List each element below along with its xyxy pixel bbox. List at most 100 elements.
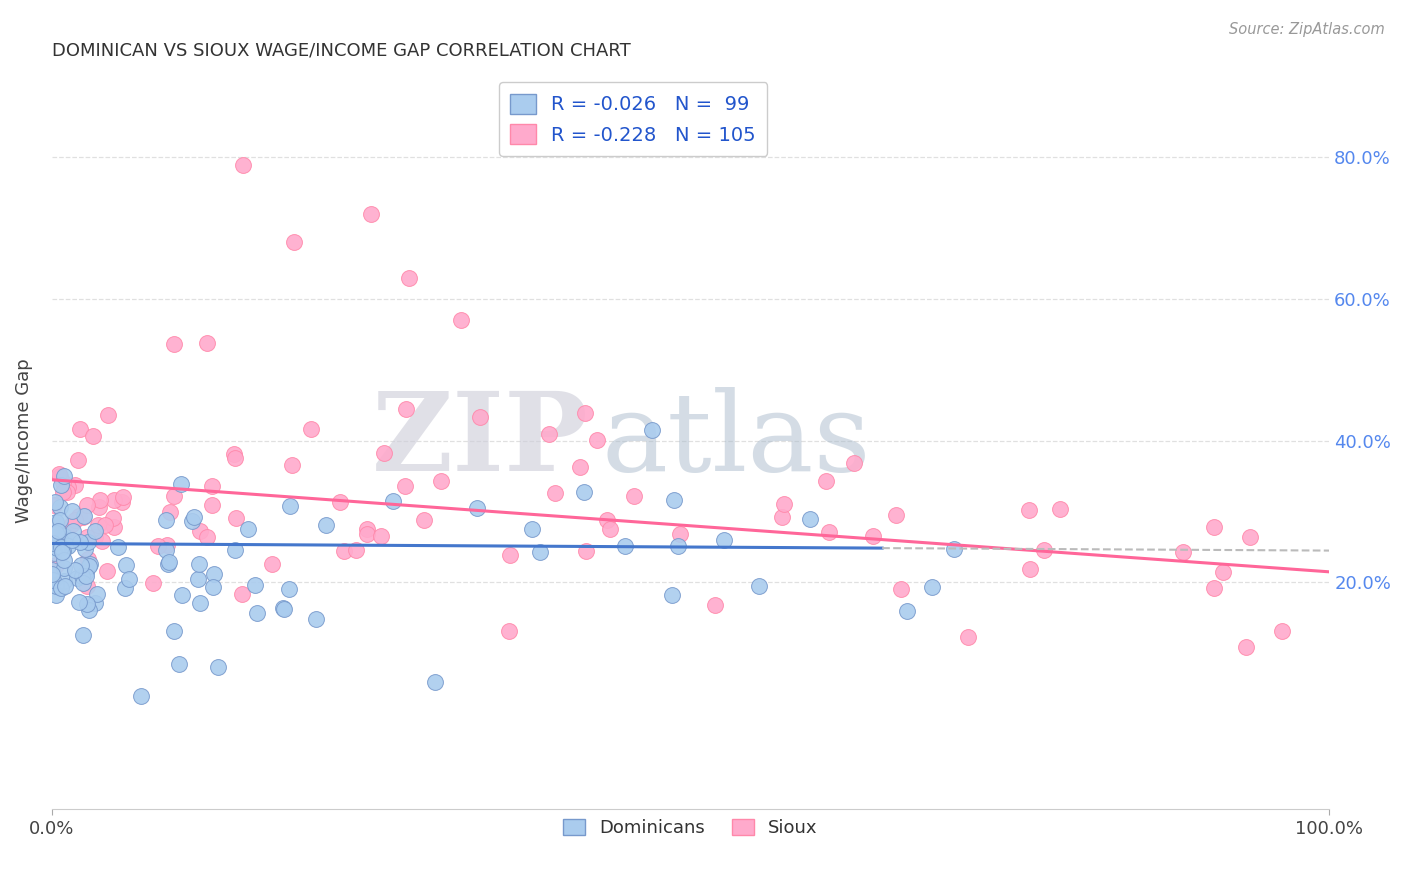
Point	[69, 535, 91, 549]
Point	[360, 207, 382, 221]
Point	[65, 477, 87, 491]
Point	[76, 597, 98, 611]
Point	[69, 422, 91, 436]
Point	[305, 612, 328, 626]
Point	[114, 581, 136, 595]
Point	[76, 530, 98, 544]
Point	[664, 493, 686, 508]
Point	[704, 598, 727, 612]
Point	[1204, 581, 1226, 595]
Point	[921, 580, 943, 594]
Point	[53, 574, 76, 588]
Point	[586, 434, 609, 448]
Point	[277, 582, 299, 597]
Point	[283, 235, 305, 250]
Point	[49, 500, 72, 515]
Point	[52, 484, 75, 499]
Point	[183, 510, 205, 524]
Point	[72, 510, 94, 524]
Point	[641, 423, 664, 437]
Point	[942, 541, 965, 556]
Point	[197, 530, 219, 544]
Point	[207, 660, 229, 674]
Point	[84, 530, 107, 544]
Point	[96, 564, 118, 578]
Point	[77, 558, 100, 573]
Point	[373, 446, 395, 460]
Point	[156, 539, 179, 553]
Point	[188, 524, 211, 538]
Point	[56, 484, 79, 499]
Point	[315, 517, 337, 532]
Point	[53, 528, 76, 542]
Point	[103, 520, 125, 534]
Point	[159, 505, 181, 519]
Point	[245, 578, 267, 592]
Point	[529, 545, 551, 559]
Point	[48, 539, 70, 553]
Point	[520, 522, 543, 536]
Point	[77, 602, 100, 616]
Y-axis label: Wage/Income Gap: Wage/Income Gap	[15, 359, 32, 523]
Point	[575, 543, 598, 558]
Point	[83, 596, 105, 610]
Point	[450, 313, 472, 327]
Point	[107, 540, 129, 554]
Point	[129, 689, 152, 703]
Point	[94, 517, 117, 532]
Point	[41, 567, 63, 582]
Point	[537, 427, 560, 442]
Point	[614, 539, 637, 553]
Point	[413, 513, 436, 527]
Point	[62, 504, 84, 518]
Point	[498, 548, 520, 562]
Point	[224, 542, 246, 557]
Point	[468, 410, 491, 425]
Point	[42, 573, 65, 587]
Point	[48, 527, 70, 541]
Point	[118, 573, 141, 587]
Point	[329, 495, 352, 509]
Point	[167, 657, 190, 671]
Point	[101, 511, 124, 525]
Text: DOMINICAN VS SIOUX WAGE/INCOME GAP CORRELATION CHART: DOMINICAN VS SIOUX WAGE/INCOME GAP CORRE…	[52, 42, 630, 60]
Point	[155, 543, 177, 558]
Point	[187, 572, 209, 586]
Point	[862, 528, 884, 542]
Point	[430, 475, 453, 489]
Point	[45, 579, 67, 593]
Point	[201, 498, 224, 512]
Point	[666, 539, 689, 553]
Point	[381, 493, 404, 508]
Point	[498, 624, 520, 638]
Point	[1049, 502, 1071, 516]
Point	[623, 489, 645, 503]
Point	[49, 469, 72, 483]
Point	[370, 528, 392, 542]
Point	[62, 533, 84, 547]
Point	[67, 509, 90, 524]
Point	[79, 557, 101, 571]
Point	[86, 587, 108, 601]
Point	[956, 630, 979, 644]
Point	[103, 492, 125, 507]
Point	[195, 336, 218, 351]
Point	[87, 518, 110, 533]
Point	[163, 624, 186, 638]
Point	[568, 460, 591, 475]
Point	[48, 467, 70, 481]
Point	[46, 524, 69, 538]
Point	[1202, 520, 1225, 534]
Point	[62, 524, 84, 538]
Text: atlas: atlas	[602, 387, 870, 494]
Point	[115, 558, 138, 573]
Point	[56, 539, 79, 553]
Point	[201, 580, 224, 594]
Point	[236, 522, 259, 536]
Point	[87, 500, 110, 514]
Point	[41, 563, 63, 577]
Point	[49, 513, 72, 527]
Point	[58, 479, 80, 493]
Point	[49, 581, 72, 595]
Point	[574, 406, 596, 420]
